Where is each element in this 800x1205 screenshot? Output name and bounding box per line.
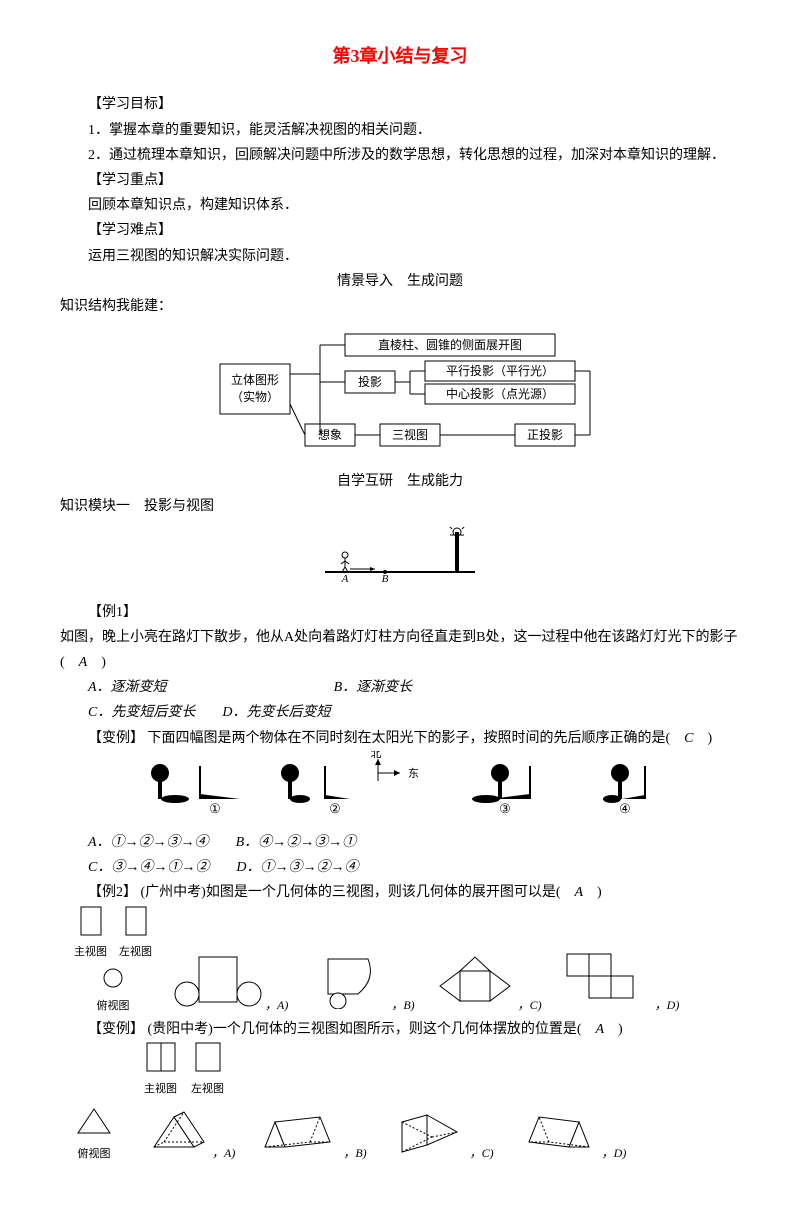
ex1-oa: A．逐渐变短 (88, 680, 167, 695)
ex2-lc: ，C) (518, 998, 542, 1012)
var2-opt-c: ，C) (392, 1107, 494, 1165)
var2-lc: ，C) (470, 1146, 494, 1160)
var2-opt-a: ，A) (139, 1107, 235, 1165)
ex2-lb: ，B) (391, 998, 414, 1012)
var2-threeviews: 主视图 左视图 (144, 1042, 740, 1100)
svg-text:北: 北 (371, 751, 382, 760)
var2-header: 【变例】 (88, 1022, 144, 1037)
ex2-la: ，A) (265, 998, 288, 1012)
svg-text:A: A (341, 573, 349, 582)
var2-v1: 主视图 (144, 1080, 177, 1100)
ex2-v2: 左视图 (119, 943, 152, 963)
goal-1: 1．掌握本章的重要知识，能灵活解决视图的相关问题． (60, 118, 740, 143)
ex1-answer: A (79, 655, 88, 670)
var2-figure-row: 俯视图 ，A) ，B) ，C) (74, 1105, 740, 1165)
selfstudy-heading: 自学互研 生成能力 (60, 469, 740, 494)
svg-text:立体图形: 立体图形 (231, 372, 279, 387)
ex2-v3: 俯视图 (74, 997, 152, 1017)
svg-text:中心投影（点光源）: 中心投影（点光源） (446, 386, 554, 401)
ex2-figure-row: 主视图 左视图 俯视图 ，A) ，B) (74, 906, 740, 1017)
svg-text:④: ④ (619, 801, 631, 816)
var1-options-row2: C．③→④→①→② D．①→③→②→④ (60, 855, 740, 880)
ex2-opt-a: ，A) (172, 949, 288, 1017)
diff-header: 【学习难点】 (60, 218, 740, 243)
var2-answer: A (596, 1022, 605, 1037)
var1-oc: C．③→④→①→② (88, 860, 209, 875)
ex2-source: (广州中考) (141, 885, 206, 900)
svg-text:①: ① (209, 801, 221, 816)
knowledge-diagram: 立体图形 （实物） 直棱柱、圆锥的侧面展开图 投影 平行投影（平行光） 中心投影… (60, 329, 740, 459)
var2-ld: ，D) (602, 1146, 627, 1160)
ex2-opt-d: ，D) (562, 949, 680, 1017)
ex1-body: 如图，晚上小亮在路灯下散步，他从A处向着路灯灯柱方向径直走到B处，这一过程中他在… (60, 630, 737, 670)
ex2-text: 如图是一个几何体的三视图，则该几何体的展开图可以是( (206, 885, 575, 900)
ex1-options-row2: C．先变短后变长 D．先变长后变短 (60, 700, 740, 725)
ex2-v1: 主视图 (74, 943, 107, 963)
page-title: 第3章小结与复习 (60, 40, 740, 72)
svg-text:B: B (382, 573, 389, 582)
ex1-header: 【例1】 (60, 600, 740, 625)
ex1-ob: B．逐渐变长 (334, 680, 413, 695)
var2-close: ) (604, 1022, 623, 1037)
ex2-threeviews: 主视图 左视图 俯视图 (74, 906, 152, 1017)
var2-la: ，A) (212, 1146, 235, 1160)
focus-text: 回顾本章知识点，构建知识体系． (60, 193, 740, 218)
diff-text: 运用三视图的知识解决实际问题． (60, 244, 740, 269)
svg-text:③: ③ (499, 801, 511, 816)
goal-header: 【学习目标】 (60, 92, 740, 117)
var2-text: 一个几何体的三视图如图所示，则这个几何体摆放的位置是( (213, 1022, 596, 1037)
ex1-options-row1: A．逐渐变短 B．逐渐变长 (60, 675, 740, 700)
svg-text:正投影: 正投影 (527, 427, 563, 442)
ex1-od: D．先变长后变短 (222, 705, 330, 720)
var1-answer: C (684, 731, 693, 746)
ex1-oc: C．先变短后变长 (88, 705, 195, 720)
var1-od: D．①→③→②→④ (236, 860, 358, 875)
goal-2: 2．通过梳理本章知识，回顾解决问题中所涉及的数学思想，转化思想的过程，加深对本章… (60, 143, 740, 168)
ex1-text: 如图，晚上小亮在路灯下散步，他从A处向着路灯灯柱方向径直走到B处，这一过程中他在… (60, 625, 740, 675)
ex2-header: 【例2】 (88, 885, 137, 900)
var1-options-row1: A．①→②→③→④ B．④→②→③→① (60, 830, 740, 855)
struct-label: 知识结构我能建： (60, 294, 740, 319)
ex2-ld: ，D) (655, 998, 680, 1012)
ex2-opt-c: ，C) (435, 949, 542, 1017)
var2-opt-b: ，B) (260, 1107, 366, 1165)
streetlight-figure: A B (60, 527, 740, 591)
focus-header: 【学习重点】 (60, 168, 740, 193)
var2-v3: 俯视图 (74, 1145, 114, 1165)
svg-text:东: 东 (408, 767, 419, 780)
svg-text:②: ② (329, 801, 341, 816)
svg-text:三视图: 三视图 (392, 427, 428, 442)
var2-lb: ，B) (343, 1146, 366, 1160)
shadow-sequence: 北 东 ① ② ③ ④ (60, 751, 740, 830)
var2-v2: 左视图 (191, 1080, 224, 1100)
ex2-opt-b: ，B) (308, 949, 414, 1017)
module1-heading: 知识模块一 投影与视图 (60, 494, 740, 519)
scene-heading: 情景导入 生成问题 (60, 269, 740, 294)
svg-text:直棱柱、圆锥的侧面展开图: 直棱柱、圆锥的侧面展开图 (378, 337, 522, 352)
var2-source: (贵阳中考) (148, 1022, 213, 1037)
svg-text:（实物）: （实物） (231, 389, 279, 404)
ex2-close: ) (583, 885, 602, 900)
var1-text: 下面四幅图是两个物体在不同时刻在太阳光下的影子，按照时间的先后顺序正确的是( (148, 731, 685, 746)
ex2-answer: A (575, 885, 584, 900)
ex2-line: 【例2】 (广州中考)如图是一个几何体的三视图，则该几何体的展开图可以是( A … (60, 880, 740, 905)
svg-text:想象: 想象 (318, 427, 342, 442)
var1-line: 【变例】 下面四幅图是两个物体在不同时刻在太阳光下的影子，按照时间的先后顺序正确… (60, 726, 740, 751)
var1-ob: B．④→②→③→① (236, 835, 357, 850)
svg-text:平行投影（平行光）: 平行投影（平行光） (446, 363, 554, 378)
var1-oa: A．①→②→③→④ (88, 835, 209, 850)
var2-line: 【变例】 (贵阳中考)一个几何体的三视图如图所示，则这个几何体摆放的位置是( A… (60, 1017, 740, 1042)
var1-header: 【变例】 (88, 731, 144, 746)
ex1-close: ) (87, 655, 106, 670)
var1-close: ) (694, 731, 713, 746)
var2-opt-d: ，D) (519, 1107, 627, 1165)
svg-text:投影: 投影 (358, 374, 382, 389)
